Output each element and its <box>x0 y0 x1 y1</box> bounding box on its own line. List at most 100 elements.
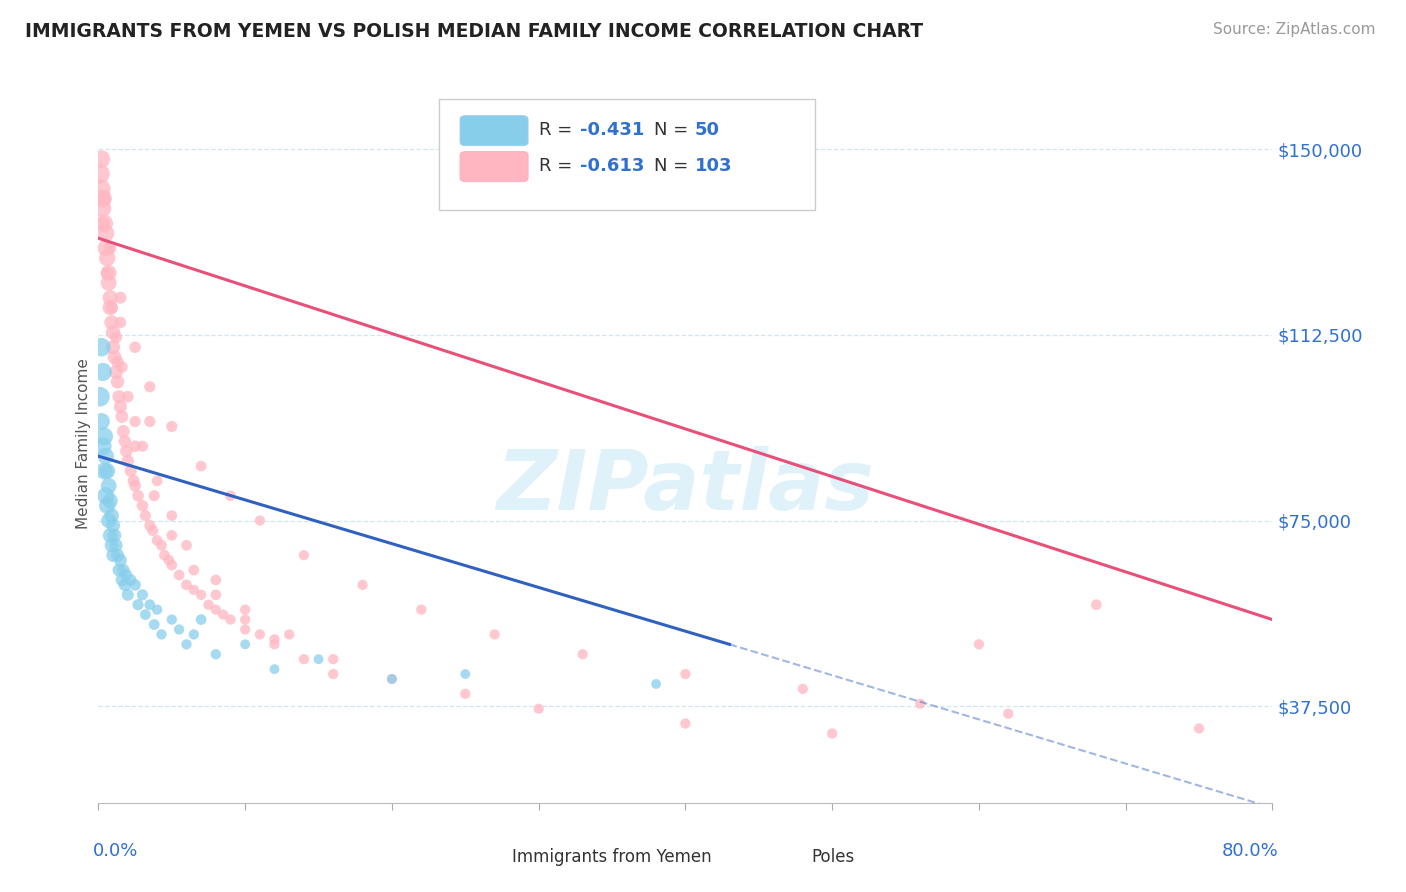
Point <box>90 340 112 354</box>
Point <box>117 454 139 468</box>
Point <box>205 573 228 587</box>
Point <box>146 602 169 616</box>
Point <box>90 152 112 166</box>
Point <box>127 489 149 503</box>
FancyBboxPatch shape <box>749 847 803 868</box>
Point <box>91 192 114 206</box>
Text: N =: N = <box>654 157 693 175</box>
Point <box>131 439 153 453</box>
Point <box>124 578 146 592</box>
Point <box>150 538 173 552</box>
Point <box>112 563 135 577</box>
Point <box>97 479 120 493</box>
Point <box>183 582 205 597</box>
Point <box>100 538 122 552</box>
Text: Poles: Poles <box>811 847 855 865</box>
Point <box>111 409 134 424</box>
Point <box>127 598 149 612</box>
Point <box>122 474 145 488</box>
Point <box>249 627 271 641</box>
Point <box>98 291 121 305</box>
Point <box>153 548 176 562</box>
Point <box>111 573 134 587</box>
Point <box>98 528 121 542</box>
Point <box>645 677 668 691</box>
Point <box>352 578 374 592</box>
Point <box>263 632 285 647</box>
Point <box>93 464 115 478</box>
Point <box>93 429 115 443</box>
Point <box>96 499 118 513</box>
Point <box>190 588 212 602</box>
Point <box>142 524 165 538</box>
FancyBboxPatch shape <box>439 99 814 211</box>
Point <box>110 315 132 329</box>
Point <box>139 380 162 394</box>
Point <box>124 439 146 453</box>
Point <box>139 518 162 533</box>
Point <box>100 315 122 329</box>
Point <box>454 687 477 701</box>
Point <box>143 617 166 632</box>
Point <box>89 390 111 404</box>
Point <box>249 514 271 528</box>
Point <box>97 266 120 280</box>
Point <box>792 681 814 696</box>
Point <box>454 667 477 681</box>
Point <box>112 425 135 439</box>
Text: R =: R = <box>538 121 578 139</box>
Point <box>120 573 142 587</box>
Point <box>167 623 190 637</box>
Point <box>205 602 228 616</box>
Point <box>111 359 134 374</box>
Point <box>105 538 128 552</box>
Point <box>100 508 122 523</box>
Point <box>124 415 146 429</box>
Text: N =: N = <box>654 121 693 139</box>
Point <box>233 602 256 616</box>
Point <box>1188 722 1211 736</box>
Point <box>205 647 228 661</box>
Point <box>167 568 190 582</box>
Point <box>263 637 285 651</box>
Point <box>117 588 139 602</box>
Point <box>322 667 344 681</box>
Point <box>967 637 990 651</box>
Point <box>160 613 183 627</box>
Point <box>381 672 404 686</box>
Point <box>110 291 132 305</box>
Point <box>105 365 128 379</box>
Text: -0.613: -0.613 <box>579 157 644 175</box>
Text: IMMIGRANTS FROM YEMEN VS POLISH MEDIAN FAMILY INCOME CORRELATION CHART: IMMIGRANTS FROM YEMEN VS POLISH MEDIAN F… <box>25 22 924 41</box>
Point <box>98 493 121 508</box>
Point <box>176 637 198 651</box>
Point <box>91 216 114 230</box>
Point <box>131 588 153 602</box>
Point <box>96 464 118 478</box>
Point <box>114 578 136 592</box>
Point <box>219 489 242 503</box>
Point <box>176 538 198 552</box>
Point <box>134 508 156 523</box>
Point <box>91 439 114 453</box>
Text: 80.0%: 80.0% <box>1222 842 1278 860</box>
Point <box>821 726 844 740</box>
Point <box>205 588 228 602</box>
Point <box>90 182 112 196</box>
Point <box>115 568 138 582</box>
Point <box>212 607 235 622</box>
Point <box>675 716 697 731</box>
Point <box>96 251 118 265</box>
Point <box>101 340 124 354</box>
Point <box>233 623 256 637</box>
Point <box>93 192 115 206</box>
Point <box>263 662 285 676</box>
Point <box>89 167 111 181</box>
Point <box>110 400 132 414</box>
Point <box>197 598 219 612</box>
Point <box>97 514 120 528</box>
Point <box>107 355 129 369</box>
Point <box>103 528 125 542</box>
Point <box>292 548 315 562</box>
Point <box>183 563 205 577</box>
